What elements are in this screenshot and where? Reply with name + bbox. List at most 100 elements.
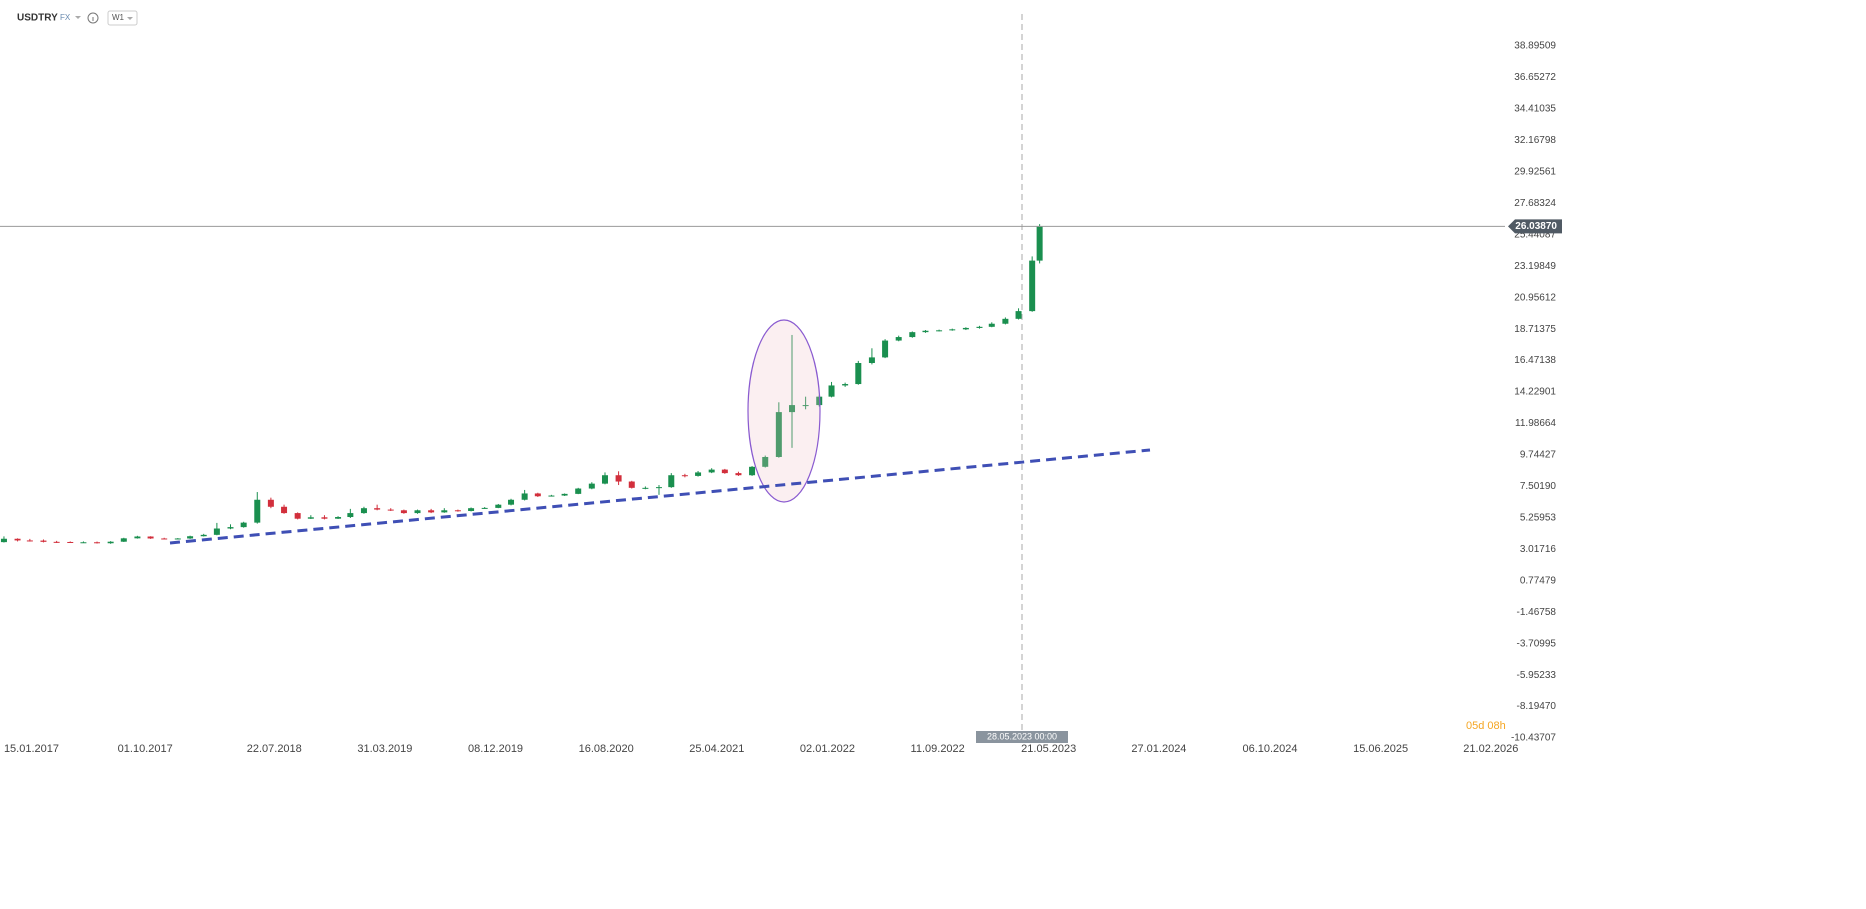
y-tick-label: -1.46758 (1517, 607, 1557, 618)
y-tick-label: -10.43707 (1511, 733, 1556, 744)
candle-body (0, 538, 7, 543)
y-tick-label: -5.95233 (1517, 670, 1557, 681)
last-price-box (1508, 219, 1562, 234)
candle-body (949, 329, 956, 331)
candle-body (575, 488, 582, 494)
interval-caret (127, 17, 133, 20)
candle-body (936, 330, 943, 332)
candle-body (922, 330, 929, 333)
candle-body (120, 538, 127, 542)
candle-body (134, 536, 141, 539)
candle-body (1015, 311, 1022, 319)
candle-body (681, 475, 688, 477)
y-tick-label: 38.89509 (1514, 41, 1556, 52)
y-tick-label: 0.77479 (1520, 575, 1557, 586)
y-tick-label: 9.74427 (1520, 450, 1557, 461)
candle-body (735, 473, 742, 476)
candle-body (868, 357, 875, 364)
x-tick-label: 27.01.2024 (1131, 743, 1186, 755)
y-tick-label: 18.71375 (1514, 324, 1556, 335)
candle-body (161, 538, 168, 540)
x-tick-label: 25.04.2021 (689, 743, 744, 755)
candle-body (213, 528, 220, 535)
y-tick-label: 25.44087 (1514, 229, 1556, 240)
candle-body (842, 384, 849, 386)
candle-body (360, 508, 367, 514)
candle-body (240, 522, 247, 528)
candle-body (67, 541, 74, 543)
candle-body (481, 507, 488, 509)
candle-body (962, 327, 969, 330)
candle-body (882, 340, 889, 358)
candle-body (94, 542, 101, 544)
y-tick-label: 5.25953 (1520, 513, 1557, 524)
candle-body (695, 472, 702, 476)
symbol[interactable]: USDTRY (17, 13, 58, 24)
x-tick-label: 01.10.2017 (118, 743, 173, 755)
candle-body (174, 538, 181, 540)
candle-body (254, 499, 261, 523)
x-tick-label: 15.06.2025 (1353, 743, 1408, 755)
x-tick-label: 02.01.2022 (800, 743, 855, 755)
candle-body (895, 337, 902, 341)
candle-body (40, 540, 47, 542)
x-tick-label: 08.12.2019 (468, 743, 523, 755)
candle-body (414, 510, 421, 514)
candle-body (321, 517, 328, 519)
candle-body (534, 493, 541, 497)
x-tick-label: 31.03.2019 (357, 743, 412, 755)
candle-body (508, 499, 515, 505)
market: FX (60, 13, 71, 22)
last-price-label: 26.03870 (1515, 221, 1557, 232)
y-tick-label: 14.22901 (1514, 387, 1556, 398)
x-tick-label: 11.09.2022 (911, 743, 965, 755)
candle-body (227, 527, 234, 529)
candle-body (789, 405, 796, 413)
candle-body (26, 540, 33, 542)
x-tick-label: 15.01.2017 (4, 743, 59, 755)
candle-body (762, 456, 769, 467)
candle-body (601, 475, 608, 484)
candle-body (441, 510, 448, 513)
info-icon[interactable] (87, 12, 99, 24)
candle-body (400, 510, 407, 514)
candle-body (187, 536, 194, 539)
timer: 05d 08h (1466, 720, 1506, 732)
candle-body (335, 517, 342, 519)
crosshair-label: 28.05.2023 00:00 (987, 731, 1057, 741)
y-tick-label: 7.50190 (1520, 481, 1557, 492)
x-tick-label: 06.10.2024 (1242, 743, 1297, 755)
y-tick-label: -3.70995 (1517, 638, 1557, 649)
candle-body (347, 513, 354, 518)
candle-body (281, 506, 288, 514)
candle-body (976, 326, 983, 328)
candle-body (80, 542, 87, 544)
y-tick-label: 23.19849 (1514, 261, 1556, 272)
candle-body (468, 508, 475, 511)
x-tick-label: 16.08.2020 (579, 743, 634, 755)
candle-body (521, 493, 528, 500)
interval: W1 (112, 13, 125, 22)
candle-body (988, 323, 995, 327)
candle-body (828, 385, 835, 397)
candle-body (721, 469, 728, 474)
candle-body (1029, 260, 1036, 312)
interval-box[interactable] (107, 10, 138, 26)
candle-body (1002, 318, 1009, 324)
candle-body (909, 332, 916, 338)
highlight-ellipse (747, 319, 821, 503)
y-tick-label: 29.92561 (1514, 167, 1556, 178)
trend-line (169, 448, 1151, 545)
candle-body (107, 541, 114, 544)
candle-body (1036, 226, 1043, 261)
candle-body (307, 517, 314, 519)
y-tick-label: 32.16798 (1514, 135, 1556, 146)
candle-body (655, 487, 662, 489)
candle-body (454, 510, 461, 512)
y-tick-label: 27.68324 (1514, 198, 1556, 209)
candle-body (267, 499, 274, 507)
market-caret[interactable] (75, 16, 81, 19)
candle-body (428, 510, 435, 513)
candle-body (668, 475, 675, 488)
